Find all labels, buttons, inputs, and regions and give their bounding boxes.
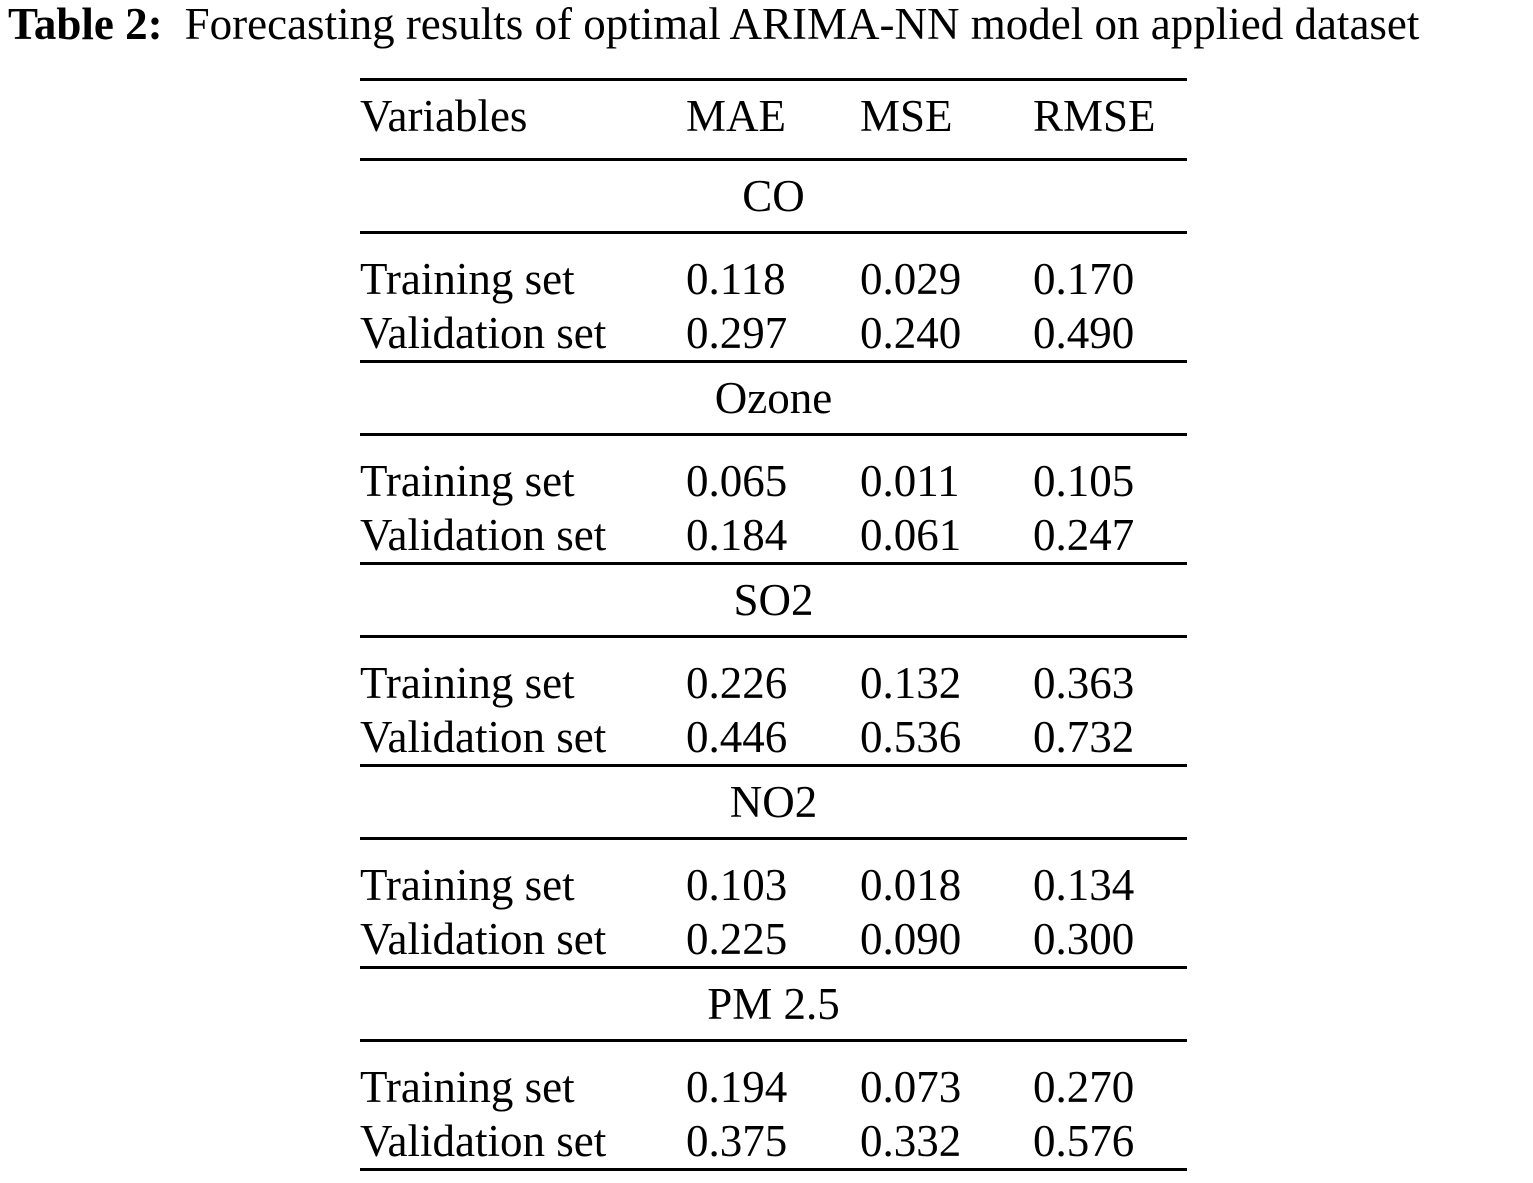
cell-rmse: 0.300 xyxy=(1033,914,1135,964)
cell-mse: 0.090 xyxy=(860,914,962,964)
section-rule xyxy=(360,764,1187,767)
group-heading: PM 2.5 xyxy=(360,969,1187,1039)
cell-rmse: 0.170 xyxy=(1033,254,1135,304)
row-label: Training set xyxy=(360,658,575,708)
caption-label: Table 2: xyxy=(8,0,163,49)
header-mae: MAE xyxy=(686,91,786,141)
group-name: SO2 xyxy=(733,575,814,625)
table-row: Training set 0.065 0.011 0.105 xyxy=(360,454,1187,508)
cell-rmse: 0.490 xyxy=(1033,308,1135,358)
table-row: Training set 0.194 0.073 0.270 xyxy=(360,1060,1187,1114)
cell-rmse: 0.363 xyxy=(1033,658,1135,708)
spacer xyxy=(360,436,1187,454)
table-row: Validation set 0.446 0.536 0.732 xyxy=(360,710,1187,764)
group-name: NO2 xyxy=(729,777,818,827)
spacer xyxy=(360,234,1187,252)
table-row: Training set 0.226 0.132 0.363 xyxy=(360,656,1187,710)
results-table: Variables MAE MSE RMSE CO Training set 0.1… xyxy=(360,78,1187,1171)
cell-mae: 0.065 xyxy=(686,456,788,506)
cell-mse: 0.332 xyxy=(860,1116,962,1166)
row-label: Validation set xyxy=(360,914,607,964)
cell-mse: 0.240 xyxy=(860,308,962,358)
group-rule xyxy=(360,231,1187,234)
cell-mae: 0.184 xyxy=(686,510,788,560)
table-row: Validation set 0.225 0.090 0.300 xyxy=(360,912,1187,966)
group-rule xyxy=(360,433,1187,436)
spacer xyxy=(360,1042,1187,1060)
group-rule xyxy=(360,1039,1187,1042)
group-rule xyxy=(360,635,1187,638)
row-label: Training set xyxy=(360,456,575,506)
cell-mse: 0.536 xyxy=(860,712,962,762)
cell-mae: 0.103 xyxy=(686,860,788,910)
row-label: Training set xyxy=(360,254,575,304)
group-name: Ozone xyxy=(714,373,833,423)
cell-rmse: 0.134 xyxy=(1033,860,1135,910)
row-label: Validation set xyxy=(360,712,607,762)
group-heading: CO xyxy=(360,161,1187,231)
spacer xyxy=(360,638,1187,656)
cell-mae: 0.194 xyxy=(686,1062,788,1112)
cell-mae: 0.225 xyxy=(686,914,788,964)
group-heading: NO2 xyxy=(360,767,1187,837)
section-rule xyxy=(360,360,1187,363)
section-rule xyxy=(360,966,1187,969)
group-name: PM 2.5 xyxy=(707,979,840,1029)
cell-mae: 0.226 xyxy=(686,658,788,708)
table-row: Training set 0.118 0.029 0.170 xyxy=(360,252,1187,306)
cell-rmse: 0.247 xyxy=(1033,510,1135,560)
cell-mae: 0.446 xyxy=(686,712,788,762)
cell-rmse: 0.732 xyxy=(1033,712,1135,762)
header-rule xyxy=(360,158,1187,161)
cell-mae: 0.375 xyxy=(686,1116,788,1166)
top-rule xyxy=(360,78,1187,81)
table-body: CO Training set 0.118 0.029 0.170 Validation … xyxy=(360,161,1187,1171)
section-rule xyxy=(360,1168,1187,1171)
row-label: Training set xyxy=(360,860,575,910)
header-row: Variables MAE MSE RMSE xyxy=(360,81,1187,158)
table-caption: Table 2: Forecasting results of optimal A… xyxy=(8,0,1419,48)
cell-mse: 0.073 xyxy=(860,1062,962,1112)
table-row: Validation set 0.184 0.061 0.247 xyxy=(360,508,1187,562)
row-label: Validation set xyxy=(360,1116,607,1166)
cell-mse: 0.029 xyxy=(860,254,962,304)
cell-rmse: 0.270 xyxy=(1033,1062,1135,1112)
table-row: Validation set 0.375 0.332 0.576 xyxy=(360,1114,1187,1168)
cell-mse: 0.011 xyxy=(860,456,960,506)
cell-mse: 0.061 xyxy=(860,510,962,560)
group-name: CO xyxy=(742,171,805,221)
section-rule xyxy=(360,562,1187,565)
row-label: Validation set xyxy=(360,510,607,560)
cell-mse: 0.018 xyxy=(860,860,962,910)
header-rmse: RMSE xyxy=(1033,91,1156,141)
cell-mse: 0.132 xyxy=(860,658,962,708)
group-heading: Ozone xyxy=(360,363,1187,433)
table-row: Validation set 0.297 0.240 0.490 xyxy=(360,306,1187,360)
group-heading: SO2 xyxy=(360,565,1187,635)
row-label: Validation set xyxy=(360,308,607,358)
header-variables: Variables xyxy=(360,91,528,141)
row-label: Training set xyxy=(360,1062,575,1112)
header-mse: MSE xyxy=(860,91,953,141)
group-rule xyxy=(360,837,1187,840)
table-row: Training set 0.103 0.018 0.134 xyxy=(360,858,1187,912)
cell-mae: 0.118 xyxy=(686,254,786,304)
spacer xyxy=(360,840,1187,858)
cell-rmse: 0.576 xyxy=(1033,1116,1135,1166)
cell-mae: 0.297 xyxy=(686,308,788,358)
caption-text: Forecasting results of optimal ARIMA-NN … xyxy=(184,0,1420,49)
cell-rmse: 0.105 xyxy=(1033,456,1135,506)
